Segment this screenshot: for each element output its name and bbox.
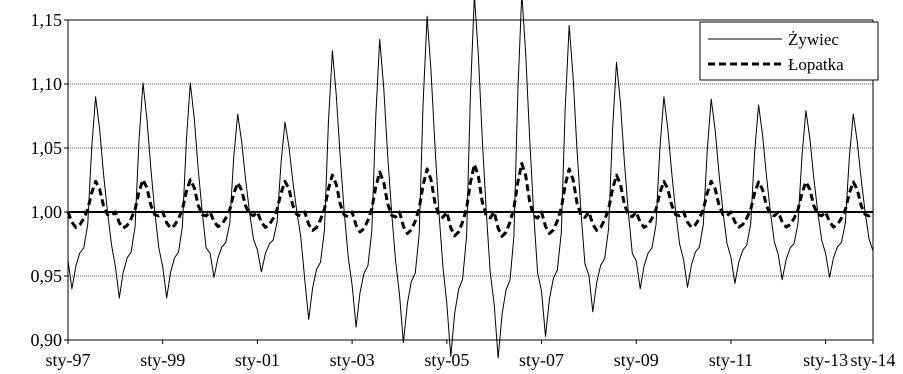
x-tick-label: sty-14: [851, 350, 896, 370]
y-tick-label: 1,00: [31, 202, 63, 222]
x-tick-label: sty-01: [235, 350, 280, 370]
x-tick-label: sty-09: [614, 350, 659, 370]
y-tick-label: 1,15: [31, 10, 63, 30]
x-tick-label: sty-99: [140, 350, 185, 370]
legend: Żywiec Łopatka: [699, 21, 879, 81]
x-tick-label: sty-13: [803, 350, 848, 370]
x-tick-label: sty-03: [330, 350, 375, 370]
axes: 0,90 0,95 1,00 1,05 1,10 1,15 sty-97 sty-99 sty-…: [31, 10, 896, 370]
x-tick-label: sty-05: [424, 350, 469, 370]
y-tick-label: 1,10: [31, 74, 63, 94]
y-tick-label: 1,05: [31, 138, 63, 158]
legend-box: [699, 21, 879, 81]
legend-label-zywiec: Żywiec: [788, 30, 839, 49]
series-line-lopatka: [66, 162, 875, 238]
x-tick-label: sty-11: [709, 350, 753, 370]
y-tick-label: 0,95: [31, 266, 63, 286]
y-tick-label: 0,90: [31, 330, 63, 350]
legend-label-lopatka: Łopatka: [788, 55, 844, 74]
x-tick-label: sty-07: [519, 350, 564, 370]
x-tick-label: sty-97: [46, 350, 91, 370]
